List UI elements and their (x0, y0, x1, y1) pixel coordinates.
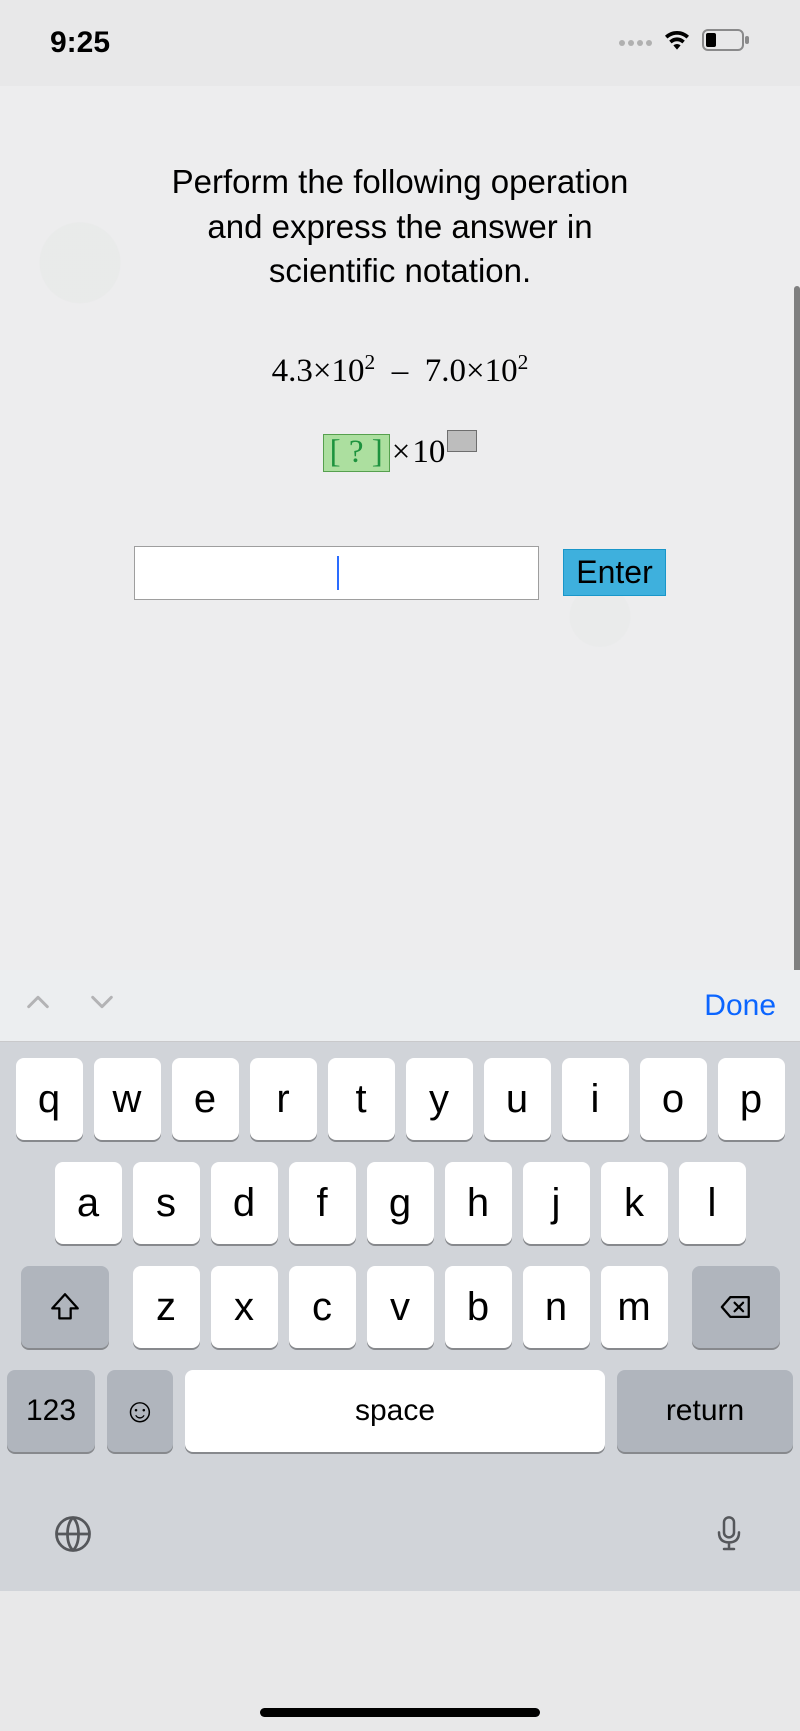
key-i[interactable]: i (562, 1058, 629, 1140)
key-l[interactable]: l (679, 1162, 746, 1244)
keyboard: qwertyuiop asdfghjkl zxcvbnm 123 ☺ space… (0, 1042, 800, 1591)
key-w[interactable]: w (94, 1058, 161, 1140)
key-j[interactable]: j (523, 1162, 590, 1244)
key-d[interactable]: d (211, 1162, 278, 1244)
kb-row-3: zxcvbnm (133, 1266, 668, 1348)
key-r[interactable]: r (250, 1058, 317, 1140)
key-v[interactable]: v (367, 1266, 434, 1348)
key-t[interactable]: t (328, 1058, 395, 1140)
battery-icon (702, 26, 750, 60)
key-a[interactable]: a (55, 1162, 122, 1244)
exponent-slot[interactable] (447, 430, 477, 452)
q-line3: scientific notation. (269, 252, 531, 289)
key-z[interactable]: z (133, 1266, 200, 1348)
keyboard-accessory: Done (0, 970, 800, 1042)
answer-input[interactable] (134, 546, 539, 600)
key-q[interactable]: q (16, 1058, 83, 1140)
answer-template: [ ? ] × 10 (0, 434, 800, 472)
content-area: Perform the following operation and expr… (0, 86, 800, 970)
question-text: Perform the following operation and expr… (0, 160, 800, 294)
coefficient-slot[interactable]: [ ? ] (323, 434, 390, 472)
emoji-key[interactable]: ☺ (107, 1370, 173, 1452)
key-n[interactable]: n (523, 1266, 590, 1348)
kb-bottom-row (7, 1482, 793, 1561)
key-g[interactable]: g (367, 1162, 434, 1244)
kb-row-1: qwertyuiop (7, 1058, 793, 1140)
key-p[interactable]: p (718, 1058, 785, 1140)
key-y[interactable]: y (406, 1058, 473, 1140)
input-row: Enter (0, 546, 800, 600)
status-time: 9:25 (50, 26, 110, 60)
status-right (619, 26, 750, 60)
key-h[interactable]: h (445, 1162, 512, 1244)
kb-row-4: 123 ☺ space return (7, 1370, 793, 1452)
kb-row-2: asdfghjkl (7, 1162, 793, 1244)
key-e[interactable]: e (172, 1058, 239, 1140)
key-k[interactable]: k (601, 1162, 668, 1244)
shift-key[interactable] (21, 1266, 109, 1348)
key-o[interactable]: o (640, 1058, 707, 1140)
globe-key[interactable] (51, 1512, 95, 1561)
key-b[interactable]: b (445, 1266, 512, 1348)
key-x[interactable]: x (211, 1266, 278, 1348)
prev-field-button[interactable] (24, 988, 52, 1023)
signal-dots (619, 40, 652, 46)
backspace-key[interactable] (692, 1266, 780, 1348)
q-line2: and express the answer in (207, 208, 592, 245)
status-bar: 9:25 (0, 0, 800, 86)
question-block: Perform the following operation and expr… (0, 86, 800, 600)
key-u[interactable]: u (484, 1058, 551, 1140)
key-m[interactable]: m (601, 1266, 668, 1348)
done-button[interactable]: Done (704, 989, 776, 1023)
dictation-key[interactable] (709, 1512, 749, 1561)
return-key[interactable]: return (617, 1370, 793, 1452)
key-c[interactable]: c (289, 1266, 356, 1348)
key-f[interactable]: f (289, 1162, 356, 1244)
enter-button[interactable]: Enter (563, 549, 665, 596)
key-s[interactable]: s (133, 1162, 200, 1244)
q-line1: Perform the following operation (172, 163, 629, 200)
space-key[interactable]: space (185, 1370, 605, 1452)
numbers-key[interactable]: 123 (7, 1370, 95, 1452)
wifi-icon (662, 26, 692, 60)
next-field-button[interactable] (88, 988, 116, 1023)
home-indicator[interactable] (260, 1708, 540, 1717)
expression: 4.3×102 – 7.0×102 (0, 350, 800, 390)
